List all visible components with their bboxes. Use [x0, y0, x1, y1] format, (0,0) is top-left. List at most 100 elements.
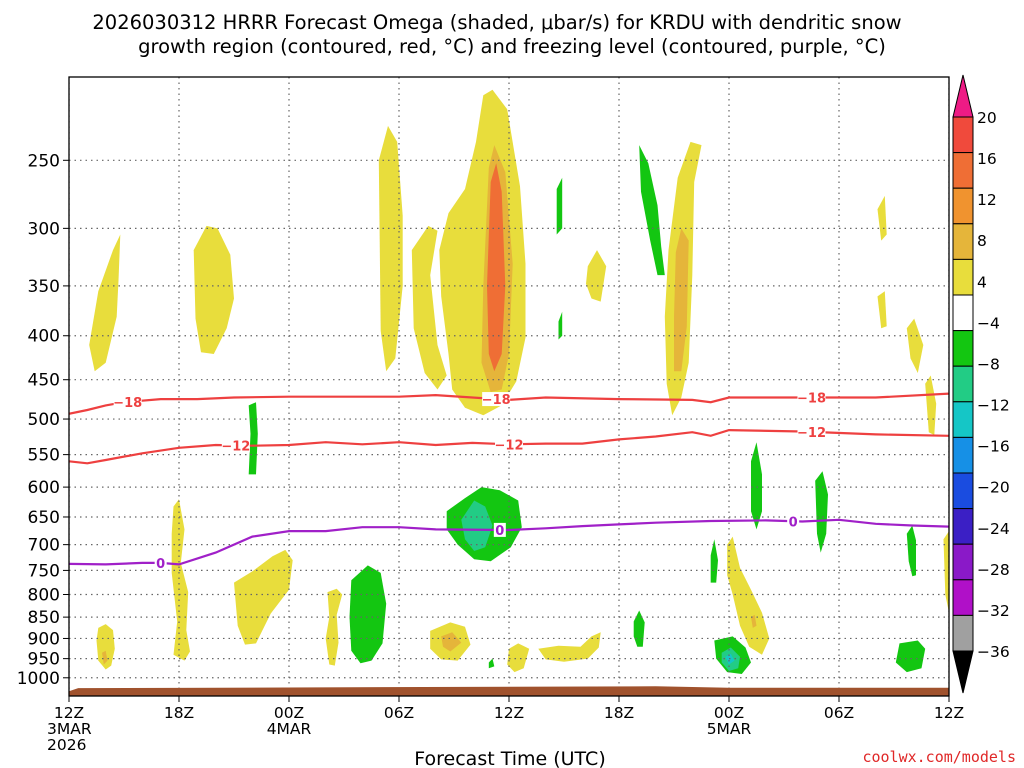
x-tick-label-6-0: 18Z	[164, 704, 194, 722]
contour-label-bg--18-1	[482, 392, 511, 407]
contour-layer: −18 −18 −18 −12 −12 −12 0 0 0	[69, 390, 949, 572]
omega-region-25	[102, 650, 108, 665]
contour-label-0C-2: 0	[789, 515, 798, 530]
y-tick-label-650: 650	[28, 508, 60, 528]
omega-region-17	[248, 402, 258, 475]
omega-region-19	[461, 500, 493, 551]
colorbar-bottom-arrow	[952, 650, 974, 694]
colorbar-label-8: −16	[977, 438, 1010, 456]
colorbar-bin-12	[952, 508, 974, 545]
ground-terrain	[69, 686, 949, 696]
omega-region-12	[558, 311, 563, 340]
omega-region-11	[556, 177, 563, 235]
y-tick-label-900: 900	[28, 629, 60, 649]
colorbar-label-5: −4	[977, 314, 1000, 332]
omega-region-37	[751, 614, 757, 628]
omega-region-23	[171, 499, 190, 661]
colorbar-label-7: −12	[977, 397, 1010, 415]
x-tick-label-0-2: 2026	[47, 736, 86, 754]
contour-label--18-1: −18	[482, 393, 511, 408]
contour-label--18-2: −18	[797, 392, 826, 407]
contour--12	[69, 428, 949, 465]
x-tick-label-42-0: 06Z	[824, 704, 854, 722]
contour-label-0C-0: 0	[156, 557, 165, 572]
colorbar-bin-1	[952, 116, 974, 154]
y-tick-label-750: 750	[28, 561, 60, 581]
x-axis-label: Forecast Time (UTC)	[414, 748, 605, 768]
chart-title-line-2: growth region (contoured, red, °C) and f…	[138, 35, 886, 58]
omega-region-13	[877, 195, 887, 241]
contour-label-bg--12-0	[221, 438, 250, 453]
colorbar-bin-3	[952, 187, 974, 225]
contour-label-bg--12-2	[797, 424, 826, 439]
colorbar-bin-11	[952, 472, 974, 510]
omega-region-34	[633, 610, 645, 647]
y-tick-label-500: 500	[28, 410, 60, 430]
colorbar-bin-7	[952, 330, 974, 367]
omega-shading-layer	[89, 89, 949, 674]
colorbar-bin-5	[952, 258, 974, 296]
contour-label-0C-1: 0	[495, 524, 504, 539]
x-tick-label-12-1: 4MAR	[267, 720, 312, 738]
colorbar-bin-2	[952, 152, 974, 189]
omega-region-6	[487, 163, 506, 372]
contour-label-bg--18-0	[113, 394, 142, 409]
chart-title-line-1: 2026030312 HRRR Forecast Omega (shaded, …	[92, 11, 901, 34]
y-tick-label-550: 550	[28, 446, 60, 466]
omega-region-32	[507, 643, 530, 673]
colorbar-label-4: 4	[977, 273, 987, 291]
omega-region-27	[325, 588, 343, 666]
colorbar-label-1: 16	[977, 150, 997, 168]
contour-label--12-2: −12	[797, 426, 826, 441]
y-tick-label-350: 350	[28, 277, 60, 297]
y-tick-label-700: 700	[28, 536, 60, 556]
omega-region-1	[193, 225, 234, 354]
x-tick-label-30-0: 18Z	[604, 704, 634, 722]
colorbar-bin-15	[952, 614, 974, 652]
omega-region-21	[815, 471, 828, 553]
omega-region-36	[727, 536, 770, 655]
y-tick-label-450: 450	[28, 371, 60, 391]
x-tick-label-0-1: 3MAR	[47, 720, 92, 738]
site-credit: coolwx.com/models	[862, 748, 1016, 766]
color-scale-bar: 20 16 12 8 4 −4 −8 −12 −16 −20 −24 −28 −32 −36	[952, 74, 1010, 694]
x-tick-label-24-0: 12Z	[494, 704, 524, 722]
omega-region-33	[538, 632, 601, 662]
y-tick-label-800: 800	[28, 585, 60, 605]
omega-region-15	[906, 318, 924, 373]
omega-region-0	[89, 234, 121, 372]
contour-label--18-0: −18	[113, 396, 142, 411]
omega-region-35	[710, 539, 718, 583]
y-axis: 2503003504004505005506006507007508008509…	[17, 151, 69, 689]
y-tick-label-950: 950	[28, 650, 60, 670]
omega-region-30	[441, 632, 462, 652]
colorbar-bin-13	[952, 543, 974, 581]
omega-region-41	[895, 640, 926, 673]
contour-label-bg-0C-2	[787, 514, 800, 529]
colorbar-label-10: −24	[977, 520, 1010, 538]
y-tick-label-850: 850	[28, 608, 60, 628]
omega-region-10	[639, 145, 665, 276]
colorbar-label-13: −36	[977, 643, 1010, 661]
contour-label-bg--18-2	[797, 390, 826, 405]
contour-label-bg-0C-0	[154, 555, 167, 570]
omega-region-16	[925, 375, 937, 436]
y-tick-label-400: 400	[28, 327, 60, 347]
y-tick-label-250: 250	[28, 151, 60, 171]
colorbar-bin-9	[952, 401, 974, 438]
colorbar-bin-8	[952, 365, 974, 403]
x-tick-label-36-1: 5MAR	[707, 720, 752, 738]
colorbar-bin-6	[952, 294, 974, 332]
contour-label-bg-0C-1	[493, 522, 506, 537]
contour-label--12-1: −12	[495, 438, 524, 453]
colorbar-label-12: −32	[977, 602, 1010, 620]
x-tick-label-12-0: 00Z	[274, 704, 304, 722]
y-tick-label-600: 600	[28, 478, 60, 498]
colorbar-label-11: −28	[977, 561, 1010, 579]
x-tick-label-0-0: 12Z	[54, 704, 84, 722]
colorbar-bin-14	[952, 579, 974, 616]
grid-lines	[69, 77, 949, 696]
omega-region-24	[96, 624, 115, 670]
